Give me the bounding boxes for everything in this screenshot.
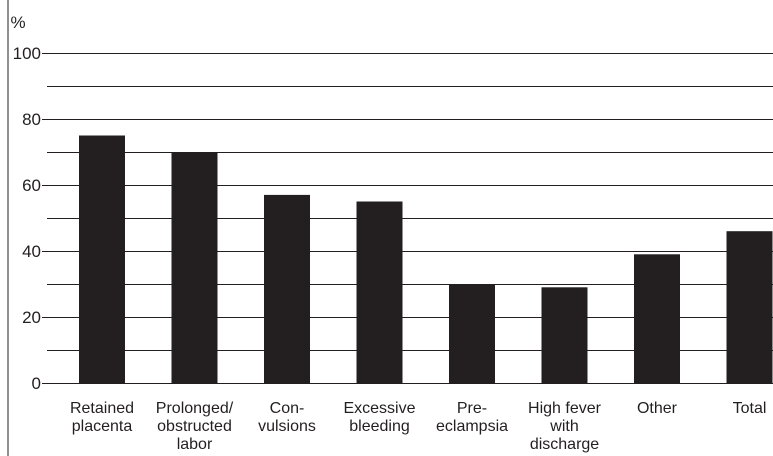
category-label: Retained (70, 400, 134, 417)
category-label: eclampsia (436, 418, 508, 435)
bar (726, 231, 773, 383)
category-label: Total (733, 400, 767, 417)
y-tick-label: 80 (22, 110, 41, 129)
bar (449, 284, 495, 383)
axes (7, 0, 773, 456)
bar (171, 152, 218, 383)
category-label: with (549, 418, 578, 435)
bar (356, 201, 403, 383)
category-label: Prolonged/ (156, 400, 234, 417)
bar (264, 194, 310, 383)
category-label: High fever (528, 400, 602, 417)
category-label: Other (637, 400, 678, 417)
y-tick-label: 100 (13, 44, 41, 63)
y-tick-label: 20 (22, 308, 41, 327)
category-label: Excessive (343, 400, 415, 417)
bar (79, 135, 125, 383)
y-tick-label: 60 (22, 176, 41, 195)
category-label: Pre- (457, 400, 487, 417)
gridlines (47, 53, 773, 351)
category-label: obstructed (157, 418, 232, 435)
bar (634, 254, 680, 383)
category-label: Con- (270, 400, 305, 417)
category-label: labor (177, 436, 213, 453)
category-label: bleeding (349, 418, 410, 435)
category-label: vulsions (258, 418, 316, 435)
y-tick-label: 0 (32, 374, 41, 393)
y-unit-label: % (10, 13, 25, 32)
bars (79, 135, 773, 383)
category-label: discharge (530, 436, 599, 453)
bar (541, 287, 588, 383)
y-tick-label: 40 (22, 242, 41, 261)
category-label: placenta (72, 418, 133, 435)
